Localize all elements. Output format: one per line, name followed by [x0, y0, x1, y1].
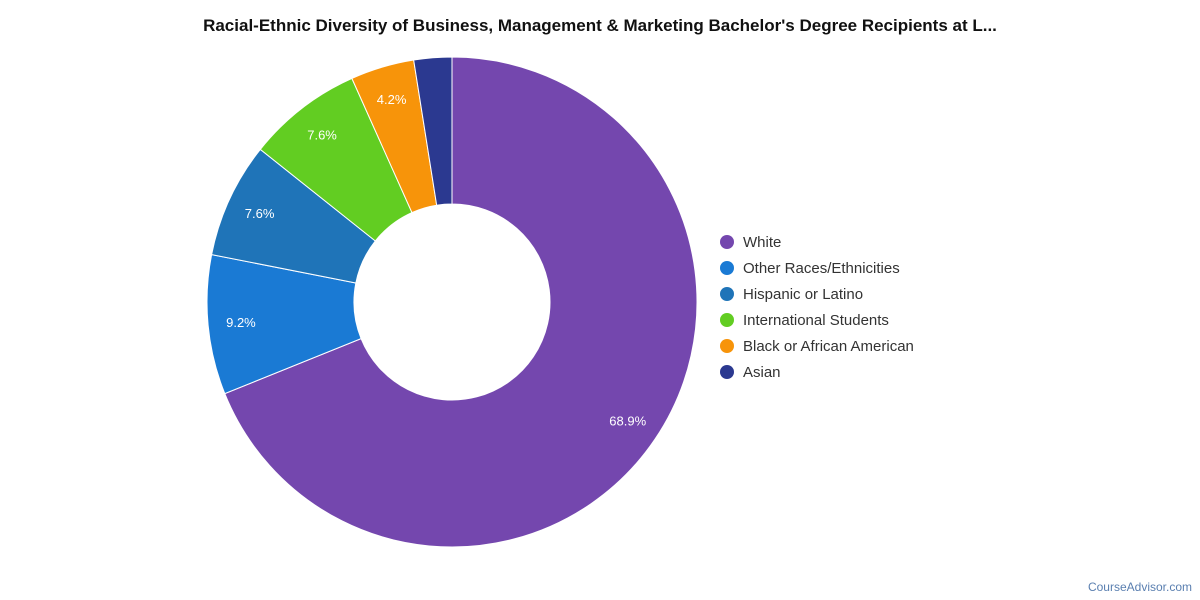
chart-title: Racial-Ethnic Diversity of Business, Man…	[203, 16, 997, 35]
legend-swatch	[720, 287, 734, 301]
legend-item-hispanic-or-latino[interactable]: Hispanic or Latino	[720, 281, 914, 307]
slice-label-international-students: 7.6%	[307, 127, 337, 142]
slice-label-black-or-african-american: 4.2%	[377, 92, 407, 107]
source-credit[interactable]: CourseAdvisor.com	[1087, 580, 1192, 594]
legend-label: Asian	[743, 363, 781, 381]
slice-label-white: 68.9%	[609, 414, 646, 429]
legend-swatch	[720, 365, 734, 379]
legend-swatch	[720, 261, 734, 275]
slice-white[interactable]	[224, 56, 698, 548]
legend-swatch	[720, 339, 734, 353]
legend-label: Hispanic or Latino	[743, 285, 864, 303]
chart-legend: White Other Races/Ethnicities Hispanic or …	[720, 229, 914, 385]
legend-swatch	[720, 235, 734, 249]
legend-label: Other Races/Ethnicities	[743, 259, 900, 277]
legend-label: White	[743, 233, 782, 251]
legend-item-international-students[interactable]: International Students	[720, 307, 914, 333]
legend-item-black-or-african-american[interactable]: Black or African American	[720, 333, 914, 359]
legend-swatch	[720, 313, 734, 327]
slice-asian[interactable]	[413, 56, 453, 206]
slice-label-other-races-ethnicities: 9.2%	[226, 315, 256, 330]
legend-item-other-races-ethnicities[interactable]: Other Races/Ethnicities	[720, 255, 914, 281]
legend-item-asian[interactable]: Asian	[720, 359, 914, 385]
slice-label-hispanic-or-latino: 7.6%	[245, 206, 275, 221]
legend-item-white[interactable]: White	[720, 229, 914, 255]
legend-label: Black or African American	[743, 337, 914, 355]
legend-label: International Students	[743, 311, 889, 329]
